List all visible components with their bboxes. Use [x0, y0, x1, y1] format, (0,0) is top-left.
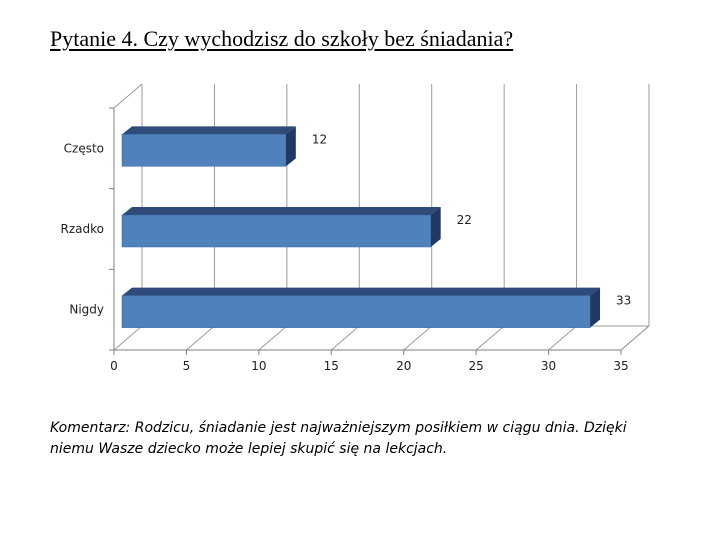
bar-side — [285, 126, 296, 167]
x-tick-label: 35 — [613, 359, 628, 373]
bars — [121, 126, 601, 328]
bar-top — [122, 287, 601, 296]
category-label: Nigdy — [69, 303, 104, 317]
data-label: 12 — [312, 132, 327, 146]
bar-top — [122, 207, 441, 215]
bar-często — [121, 134, 287, 167]
wall-top-edge — [113, 83, 143, 109]
bar-chart: 0 5 10 15 20 25 30 35 Często 12 Rzadko 22 Nigdy 33 — [61, 83, 650, 373]
floor-gridline — [330, 325, 360, 351]
floor-gridline — [403, 325, 433, 351]
x-tick-label: 20 — [396, 359, 411, 373]
category-label: Rzadko — [61, 222, 104, 236]
bar-top — [122, 126, 296, 135]
comment-text: Komentarz: Rodzicu, śniadanie jest najwa… — [50, 420, 627, 457]
floor-gridline — [620, 325, 650, 351]
x-tick-label: 25 — [469, 359, 484, 373]
bar-rzadko — [121, 214, 431, 248]
bar-side — [430, 207, 441, 247]
floor-gridline — [475, 325, 505, 351]
floor-left-edge — [113, 325, 143, 351]
x-tick-label: 30 — [541, 359, 556, 373]
x-tick-label: 0 — [110, 359, 118, 373]
floor-gridline — [186, 325, 215, 351]
chart-title: Pytanie 4. Czy wychodzisz do szkoły bez … — [50, 26, 514, 51]
floor-gridline — [548, 325, 577, 351]
axes — [109, 107, 622, 355]
category-label: Często — [64, 141, 104, 155]
data-label: 33 — [616, 294, 631, 308]
bar-nigdy — [121, 295, 591, 328]
labels: 0 5 10 15 20 25 30 35 Często 12 Rzadko 22 Nigdy 33 — [61, 132, 632, 373]
floor-gridline — [258, 325, 288, 351]
data-label: 22 — [457, 213, 472, 227]
bar-side — [590, 287, 601, 328]
x-tick-label: 10 — [251, 359, 266, 373]
x-tick-label: 5 — [183, 359, 191, 373]
x-tick-label: 15 — [324, 359, 339, 373]
